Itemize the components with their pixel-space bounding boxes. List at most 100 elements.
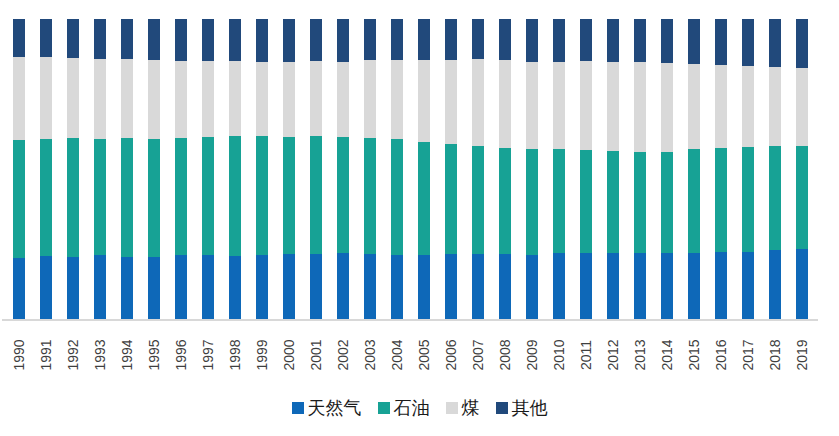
stacked-bar-1992 bbox=[67, 19, 79, 319]
bar-segment-gas bbox=[499, 254, 511, 319]
stacked-bar-2006 bbox=[445, 19, 457, 319]
bar-segment-gas bbox=[121, 257, 133, 319]
bar-column-1994: 1994 bbox=[121, 19, 133, 385]
bar-segment-oil bbox=[391, 139, 403, 255]
bar-segment-gas bbox=[13, 258, 25, 319]
bar-segment-oil bbox=[310, 136, 322, 254]
bar-segment-gas bbox=[553, 253, 565, 319]
stacked-bar-2015 bbox=[688, 19, 700, 319]
bar-segment-oil bbox=[688, 149, 700, 253]
stacked-bar-2016 bbox=[715, 19, 727, 319]
bar-segment-oil bbox=[526, 149, 538, 255]
bar-segment-coal bbox=[283, 62, 295, 137]
x-axis-label: 2017 bbox=[740, 335, 756, 375]
bar-segment-oil bbox=[607, 151, 619, 253]
x-axis-label: 2010 bbox=[551, 335, 567, 375]
x-axis-label: 1997 bbox=[200, 335, 216, 375]
bar-segment-oil bbox=[364, 138, 376, 254]
bar-segment-coal bbox=[40, 57, 52, 139]
stacked-bar-2004 bbox=[391, 19, 403, 319]
bar-segment-coal bbox=[121, 59, 133, 139]
bar-segment-gas bbox=[202, 255, 214, 319]
bar-column-1997: 1997 bbox=[202, 19, 214, 385]
bar-segment-gas bbox=[94, 255, 106, 319]
bar-segment-gas bbox=[148, 257, 160, 319]
x-axis-label: 2015 bbox=[686, 335, 702, 375]
x-axis-label: 2019 bbox=[794, 335, 810, 375]
stacked-bar-2002 bbox=[337, 19, 349, 319]
bar-segment-coal bbox=[688, 64, 700, 149]
bar-segment-oil bbox=[769, 146, 781, 250]
x-axis-label: 2008 bbox=[497, 335, 513, 375]
bar-segment-coal bbox=[499, 60, 511, 147]
bar-column-2019: 2019 bbox=[796, 19, 808, 385]
bar-segment-coal bbox=[769, 67, 781, 146]
bar-column-2003: 2003 bbox=[364, 19, 376, 385]
bar-segment-gas bbox=[661, 253, 673, 319]
bar-column-2006: 2006 bbox=[445, 19, 457, 385]
bar-segment-other bbox=[472, 19, 484, 59]
bar-segment-coal bbox=[94, 59, 106, 139]
bar-segment-other bbox=[364, 19, 376, 60]
legend-swatch-gas bbox=[292, 402, 304, 414]
bar-column-2014: 2014 bbox=[661, 19, 673, 385]
stacked-bar-2007 bbox=[472, 19, 484, 319]
bar-segment-oil bbox=[121, 138, 133, 257]
x-axis-label: 2007 bbox=[470, 335, 486, 375]
bar-column-2012: 2012 bbox=[607, 19, 619, 385]
bar-segment-oil bbox=[580, 150, 592, 253]
bar-segment-gas bbox=[310, 254, 322, 319]
bar-segment-oil bbox=[337, 137, 349, 253]
bar-segment-gas bbox=[175, 255, 187, 319]
stacked-bar-1993 bbox=[94, 19, 106, 319]
bar-segment-other bbox=[202, 19, 214, 61]
bar-segment-coal bbox=[445, 60, 457, 145]
bar-segment-other bbox=[526, 19, 538, 62]
bar-segment-oil bbox=[175, 138, 187, 254]
plot-area: 1990199119921993199419951996199719981999… bbox=[13, 19, 808, 385]
bar-column-1995: 1995 bbox=[148, 19, 160, 385]
bar-segment-coal bbox=[337, 62, 349, 137]
x-axis-label: 1991 bbox=[38, 335, 54, 375]
bar-segment-other bbox=[553, 19, 565, 62]
x-axis-label: 1994 bbox=[119, 335, 135, 375]
bar-segment-other bbox=[283, 19, 295, 62]
stacked-bar-1995 bbox=[148, 19, 160, 319]
stacked-bar-2012 bbox=[607, 19, 619, 319]
x-axis-label: 1995 bbox=[146, 335, 162, 375]
bar-segment-gas bbox=[688, 253, 700, 319]
bar-segment-gas bbox=[364, 254, 376, 319]
legend-label-other: 其他 bbox=[512, 397, 548, 419]
x-axis-label: 1999 bbox=[254, 335, 270, 375]
x-axis-label: 2001 bbox=[308, 335, 324, 375]
stacked-bar-1991 bbox=[40, 19, 52, 319]
bar-segment-other bbox=[499, 19, 511, 60]
bar-column-2008: 2008 bbox=[499, 19, 511, 385]
bar-segment-coal bbox=[472, 59, 484, 146]
bar-column-2010: 2010 bbox=[553, 19, 565, 385]
bar-segment-oil bbox=[661, 152, 673, 254]
bar-column-1991: 1991 bbox=[40, 19, 52, 385]
bar-segment-oil bbox=[796, 146, 808, 250]
x-axis-label: 2013 bbox=[632, 335, 648, 375]
bar-segment-gas bbox=[580, 253, 592, 319]
x-axis-label: 2011 bbox=[578, 335, 594, 375]
bar-segment-gas bbox=[472, 254, 484, 319]
x-axis-label: 2000 bbox=[281, 335, 297, 375]
energy-mix-stacked-bar-chart: 1990199119921993199419951996199719981999… bbox=[0, 0, 839, 436]
bar-column-1999: 1999 bbox=[256, 19, 268, 385]
x-axis-label: 1990 bbox=[11, 335, 27, 375]
bar-column-2018: 2018 bbox=[769, 19, 781, 385]
bar-segment-gas bbox=[229, 256, 241, 319]
bar-segment-gas bbox=[67, 257, 79, 319]
x-axis-label: 2012 bbox=[605, 335, 621, 375]
bar-column-2000: 2000 bbox=[283, 19, 295, 385]
bar-segment-oil bbox=[67, 138, 79, 257]
x-axis-label: 1998 bbox=[227, 335, 243, 375]
bar-segment-gas bbox=[769, 250, 781, 319]
bar-segment-coal bbox=[229, 61, 241, 136]
bar-segment-coal bbox=[553, 62, 565, 149]
x-axis-label: 2003 bbox=[362, 335, 378, 375]
bar-segment-gas bbox=[418, 255, 430, 319]
bar-segment-other bbox=[607, 19, 619, 62]
